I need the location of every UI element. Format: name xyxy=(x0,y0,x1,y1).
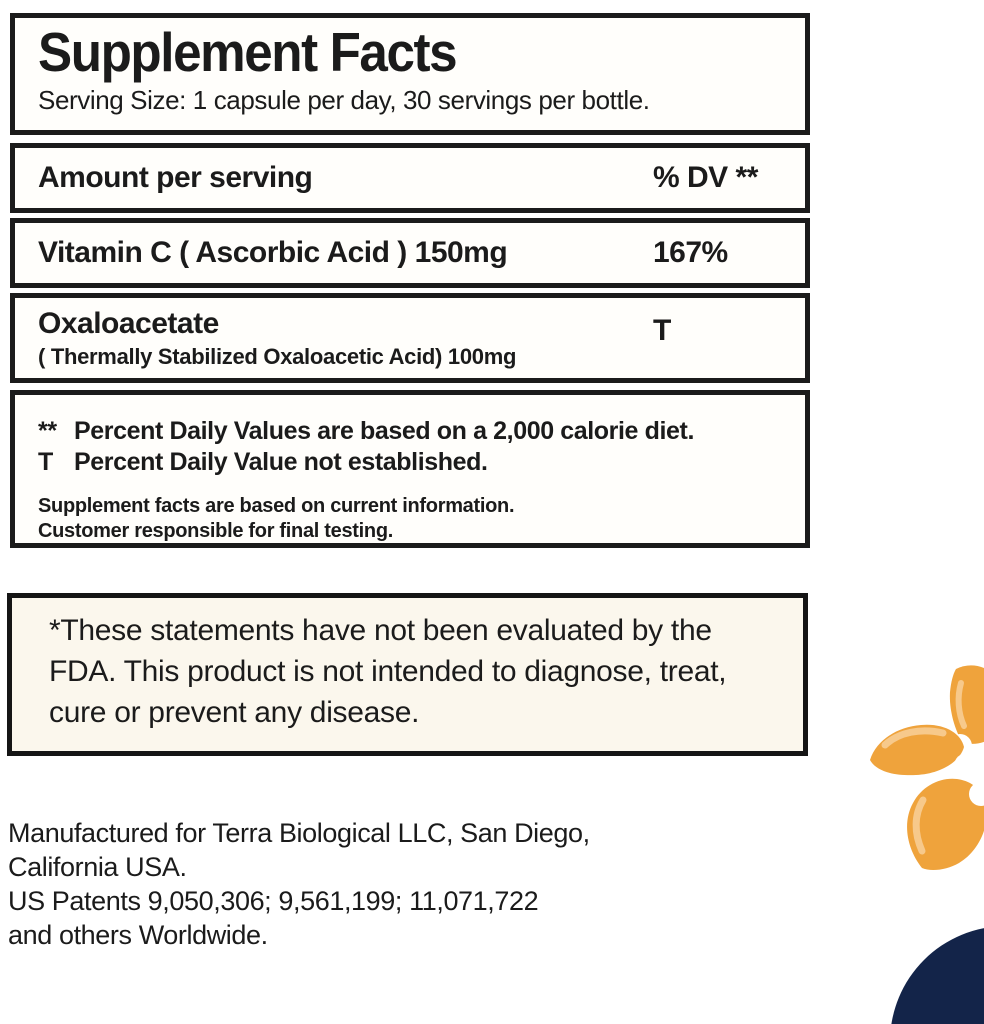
petal-left-icon xyxy=(870,724,980,779)
ingredient-row-vitamin-c: Vitamin C ( Ascorbic Acid ) 150mg 167% xyxy=(10,218,810,288)
supplement-facts-title: Supplement Facts xyxy=(38,21,458,83)
amount-per-serving-label: Amount per serving xyxy=(38,161,313,194)
fda-disclaimer-line3: cure or prevent any disease. xyxy=(49,696,420,729)
oxaloacetate-detail: ( Thermally Stabilized Oxaloacetic Acid)… xyxy=(38,344,517,369)
not-established-text: Percent Daily Value not established. xyxy=(74,448,488,476)
serving-size-text: Serving Size: 1 capsule per day, 30 serv… xyxy=(38,84,650,115)
manufacturer-line2: California USA. xyxy=(8,852,187,882)
ingredient-row-oxaloacetate: Oxaloacetate ( Thermally Stabilized Oxal… xyxy=(10,293,810,383)
dv-footnote-text: Percent Daily Values are based on a 2,00… xyxy=(74,417,694,445)
supplement-facts-header-box: Supplement Facts Serving Size: 1 capsule… xyxy=(10,13,810,135)
petal-bottom-icon xyxy=(907,778,984,871)
fda-disclaimer-box: *These statements have not been evaluate… xyxy=(7,593,808,756)
orange-petals-icon xyxy=(870,665,984,871)
patents-line: US Patents 9,050,306; 9,561,199; 11,071,… xyxy=(8,886,539,916)
oxaloacetate-dv-value: T xyxy=(653,314,671,347)
footnotes-box: ** Percent Daily Values are based on a 2… xyxy=(10,390,810,548)
current-information-note: Supplement facts are based on current in… xyxy=(38,495,515,517)
oxaloacetate-name: Oxaloacetate xyxy=(38,307,219,340)
manufacturer-info: Manufactured for Terra Biological LLC, S… xyxy=(8,816,590,952)
navy-circle-decoration xyxy=(890,926,984,1024)
not-established-footnote: T Percent Daily Value not established. xyxy=(38,447,782,478)
vitamin-c-dv-value: 167% xyxy=(653,236,728,269)
dv-footnote: ** Percent Daily Values are based on a 2… xyxy=(38,416,782,447)
dv-footnote-symbol: ** xyxy=(38,417,57,445)
manufacturer-line1: Manufactured for Terra Biological LLC, S… xyxy=(8,818,590,848)
vitamin-c-name: Vitamin C ( Ascorbic Acid ) 150mg xyxy=(38,236,508,269)
fda-disclaimer-line1: *These statements have not been evaluate… xyxy=(49,614,712,647)
not-established-symbol: T xyxy=(38,448,53,476)
final-testing-note: Customer responsible for final testing. xyxy=(38,520,394,542)
worldwide-line: and others Worldwide. xyxy=(8,920,268,950)
column-header-row: Amount per serving % DV ** xyxy=(10,143,810,213)
fda-disclaimer-line2: FDA. This product is not intended to dia… xyxy=(49,655,727,688)
percent-dv-label: % DV ** xyxy=(653,161,758,194)
